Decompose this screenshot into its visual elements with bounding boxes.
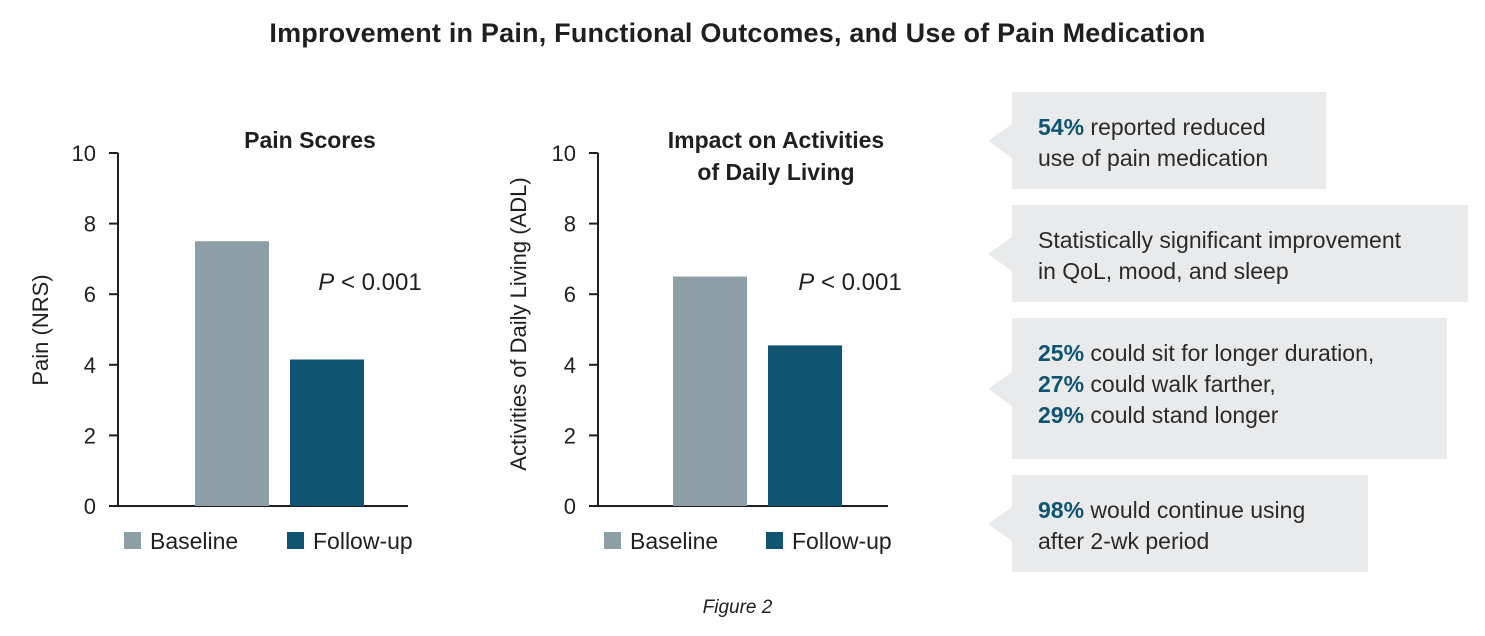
legend-swatch: [766, 532, 783, 549]
y-tick-label: 4: [564, 353, 576, 378]
y-tick-label: 6: [84, 282, 96, 307]
bar-followup: [290, 359, 364, 506]
callout-percent: 29%: [1038, 402, 1085, 428]
callout-percent: 54%: [1038, 114, 1085, 140]
callout-text: Statistically significant improvement: [1038, 227, 1402, 253]
legend-label: Follow-up: [313, 528, 413, 554]
y-tick-label: 8: [84, 212, 96, 237]
chart-title: Pain Scores: [244, 127, 376, 153]
callout-text: would continue using: [1084, 497, 1306, 523]
bar-baseline: [195, 241, 269, 506]
p-value-annotation: P < 0.001: [318, 269, 421, 296]
chart-title-line-1: Impact on Activities: [668, 127, 884, 153]
callout-text: use of pain medication: [1038, 145, 1269, 171]
callout-percent: 25%: [1038, 340, 1085, 366]
callout-percent: 98%: [1038, 497, 1085, 523]
y-tick-label: 4: [84, 353, 96, 378]
p-symbol: P: [798, 269, 814, 296]
callout-text: could walk farther,: [1084, 371, 1276, 397]
y-axis-label: Pain (NRS): [28, 274, 53, 385]
y-tick-label: 10: [72, 141, 96, 166]
legend-swatch: [287, 532, 304, 549]
y-tick-label: 8: [564, 212, 576, 237]
legend-label: Baseline: [630, 528, 718, 554]
y-axis-label: Activities of Daily Living (ADL): [506, 177, 531, 470]
y-tick-label: 10: [552, 141, 576, 166]
y-tick-label: 2: [564, 423, 576, 448]
y-tick-label: 2: [84, 423, 96, 448]
callout-text: could stand longer: [1084, 402, 1279, 428]
legend-label: Baseline: [150, 528, 238, 554]
p-symbol: P: [318, 269, 334, 296]
callout-text: after 2-wk period: [1038, 528, 1210, 554]
bar-followup: [768, 345, 842, 506]
callout-text: reported reduced: [1084, 114, 1266, 140]
y-tick-label: 0: [564, 494, 576, 519]
y-tick-label: 0: [84, 494, 96, 519]
legend-swatch: [124, 532, 141, 549]
callout-medication: 54% reported reduced use of pain medicat…: [1012, 92, 1326, 189]
page-title: Improvement in Pain, Functional Outcomes…: [269, 18, 1206, 48]
callout-percent: 27%: [1038, 371, 1085, 397]
callout-continuation: 98% would continue using after 2-wk peri…: [1012, 475, 1368, 572]
callout-text: could sit for longer duration,: [1084, 340, 1375, 366]
p-value-annotation: P < 0.001: [798, 269, 901, 296]
callout-mobility: 25% could sit for longer duration, 27% c…: [1012, 318, 1447, 459]
figure-caption: Figure 2: [702, 597, 773, 618]
y-tick-label: 6: [564, 282, 576, 307]
chart-title-line-2: of Daily Living: [697, 159, 854, 185]
callout-text: in QoL, mood, and sleep: [1038, 258, 1289, 284]
p-threshold: < 0.001: [334, 269, 421, 296]
bar-baseline: [673, 276, 747, 506]
callout-qol: Statistically significant improvement in…: [1012, 205, 1468, 302]
legend-label: Follow-up: [792, 528, 892, 554]
legend-swatch: [604, 532, 621, 549]
p-threshold: < 0.001: [814, 269, 901, 296]
